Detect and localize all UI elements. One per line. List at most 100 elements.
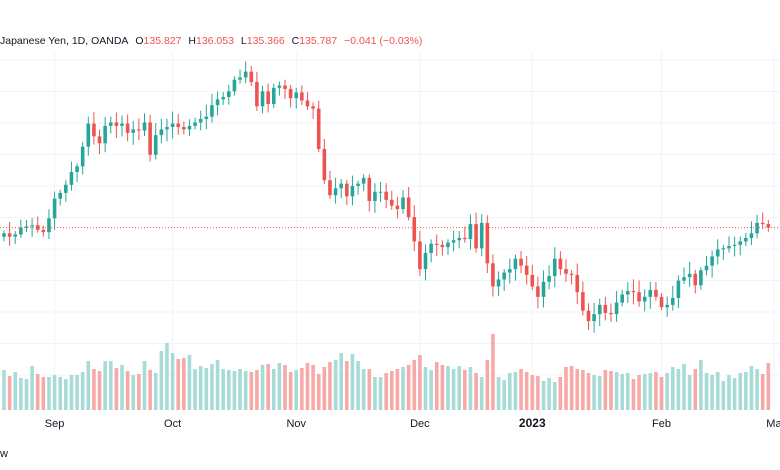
volume-bar xyxy=(58,377,62,410)
candle-body xyxy=(418,241,422,270)
candle-body xyxy=(221,97,225,100)
candle-body xyxy=(496,279,501,287)
volume-bar xyxy=(502,380,506,410)
candle-body xyxy=(670,297,675,305)
candle-body xyxy=(19,227,23,235)
volume-bar xyxy=(727,375,731,410)
candle-body xyxy=(86,123,91,147)
close-value: 135.787 xyxy=(299,35,338,47)
volume-bar xyxy=(322,367,327,410)
volume-bar xyxy=(47,377,51,410)
high-value: 136.053 xyxy=(196,35,234,47)
volume-bar xyxy=(80,372,85,410)
volume-bar xyxy=(760,374,765,410)
candle-body xyxy=(395,205,400,210)
volume-bar xyxy=(418,355,422,410)
volume-bar xyxy=(19,378,23,410)
volume-bar xyxy=(227,370,231,410)
volume-bar xyxy=(114,368,119,410)
volume-bar xyxy=(271,369,276,410)
candle-body xyxy=(58,192,62,199)
candle-body xyxy=(434,243,439,245)
candle-body xyxy=(755,222,759,234)
candle-body xyxy=(255,82,259,107)
candle-body xyxy=(328,180,332,196)
volume-bar xyxy=(2,370,6,410)
volume-bar xyxy=(249,372,254,410)
candle-body xyxy=(491,263,495,287)
high-label: H xyxy=(188,35,196,47)
volume-bar xyxy=(496,377,501,410)
volume-bar xyxy=(603,370,608,410)
volume-bar xyxy=(159,351,164,410)
volume-bar xyxy=(232,371,237,410)
candle-body xyxy=(108,122,113,126)
volume-bar xyxy=(367,369,372,410)
candle-body xyxy=(508,269,512,273)
candle-body xyxy=(316,108,321,150)
volume-bar xyxy=(547,378,551,410)
candle-body xyxy=(243,71,248,78)
candle-body xyxy=(558,258,563,270)
volume-bar xyxy=(620,374,624,410)
volume-bar xyxy=(648,373,653,410)
candle-body xyxy=(586,310,591,322)
volume-bar xyxy=(446,366,450,410)
candle-body xyxy=(333,188,338,196)
candle-body xyxy=(131,129,136,133)
low-value: 135.366 xyxy=(246,35,285,47)
volume-bar xyxy=(193,369,197,410)
candle-body xyxy=(727,246,731,249)
open-label: O xyxy=(135,35,144,47)
x-tick-label: 2023 xyxy=(519,416,546,430)
candle-body xyxy=(665,304,669,308)
volume-bar xyxy=(120,365,124,410)
volume-bar xyxy=(7,376,12,410)
candle-body xyxy=(485,222,490,264)
candle-body xyxy=(356,183,360,186)
candle-body xyxy=(648,289,653,297)
volume-bar xyxy=(97,371,102,410)
candle-body xyxy=(288,88,293,99)
candle-body xyxy=(182,127,186,130)
candle-body xyxy=(311,106,315,109)
candle-body xyxy=(64,184,68,193)
candle-body xyxy=(676,280,681,298)
candle-body xyxy=(682,277,686,281)
volume-bar xyxy=(350,354,355,410)
volume-bar xyxy=(86,361,91,410)
x-tick-label: Dec xyxy=(410,418,430,430)
volume-bar xyxy=(699,360,703,410)
volume-bar xyxy=(575,369,580,410)
candle-body xyxy=(322,149,327,181)
candle-body xyxy=(423,252,428,270)
volume-bar xyxy=(75,375,79,410)
volume-bar xyxy=(41,377,46,410)
volume-bar xyxy=(586,373,591,410)
volume-bar xyxy=(356,361,360,410)
volume-bar xyxy=(215,360,220,410)
volume-bar xyxy=(300,368,304,410)
volume-bar xyxy=(732,378,737,410)
volume-bar xyxy=(361,369,366,410)
candle-body xyxy=(693,273,698,286)
volume-bar xyxy=(204,368,209,410)
volume-bar xyxy=(704,373,709,410)
volume-bar xyxy=(412,360,417,410)
candle-body xyxy=(283,85,287,89)
candle-body xyxy=(530,274,535,287)
candle-body xyxy=(2,233,6,237)
candle-body xyxy=(581,292,585,311)
candle-body xyxy=(760,222,765,225)
candle-body xyxy=(609,312,613,315)
volume-bar xyxy=(243,371,248,410)
candle-body xyxy=(626,291,630,295)
volume-bar xyxy=(457,366,462,410)
candle-body xyxy=(260,91,265,107)
volume-bar xyxy=(738,373,743,410)
volume-bar xyxy=(288,372,293,410)
volume-bar xyxy=(238,369,242,410)
volume-bar xyxy=(721,381,726,410)
candle-body xyxy=(637,292,641,302)
